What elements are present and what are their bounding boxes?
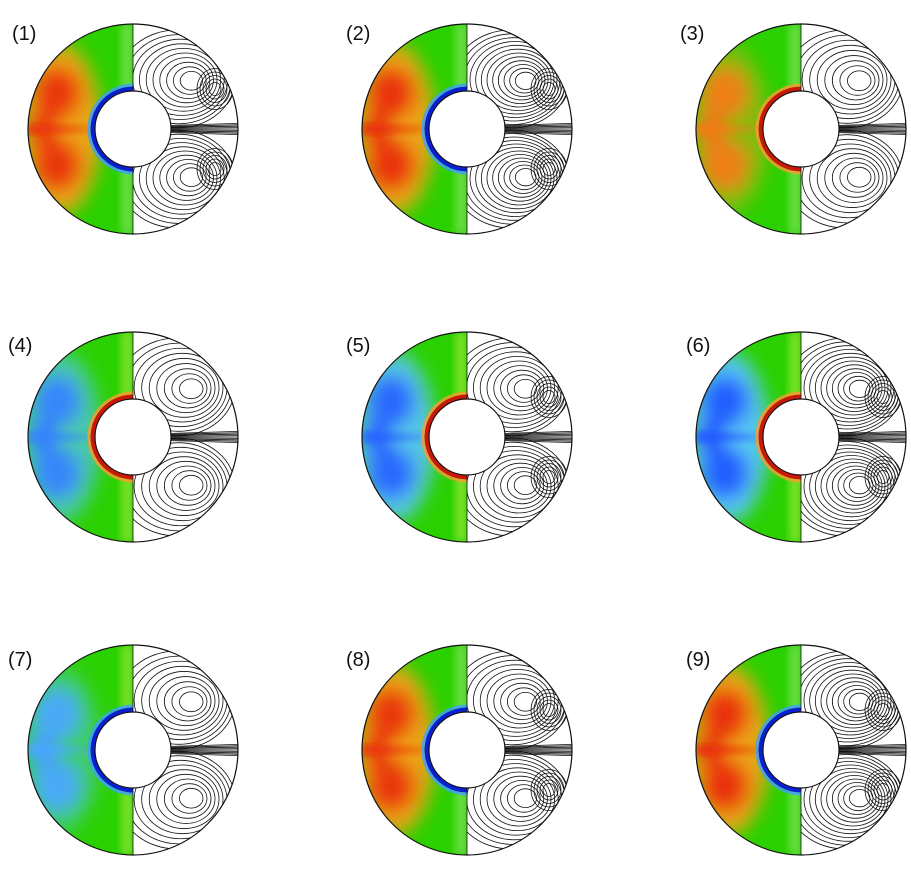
- panel-label: (1): [12, 23, 36, 45]
- panel-label: (4): [8, 335, 32, 357]
- panel-1: (1): [12, 23, 239, 235]
- panel-5: (5): [346, 331, 573, 543]
- panel-label: (8): [346, 649, 370, 671]
- panel-label: (7): [8, 649, 32, 671]
- panel-3: (3): [680, 23, 907, 235]
- inner-boundary: [94, 90, 172, 168]
- inner-boundary: [428, 398, 506, 476]
- inner-boundary: [762, 90, 840, 168]
- panel-6: (6): [686, 331, 907, 543]
- inner-boundary: [94, 398, 172, 476]
- panel-label: (6): [686, 335, 710, 357]
- panel-4: (4): [8, 331, 239, 543]
- inner-boundary: [428, 711, 506, 789]
- inner-boundary: [762, 398, 840, 476]
- panel-8: (8): [346, 644, 573, 856]
- panel-label: (2): [346, 23, 370, 45]
- inner-boundary: [762, 711, 840, 789]
- inner-boundary: [428, 90, 506, 168]
- panel-label: (9): [686, 649, 710, 671]
- panel-2: (2): [346, 23, 573, 235]
- panel-7: (7): [8, 644, 239, 856]
- panel-9: (9): [686, 644, 907, 856]
- inner-boundary: [94, 711, 172, 789]
- panel-label: (3): [680, 23, 704, 45]
- panel-label: (5): [346, 335, 370, 357]
